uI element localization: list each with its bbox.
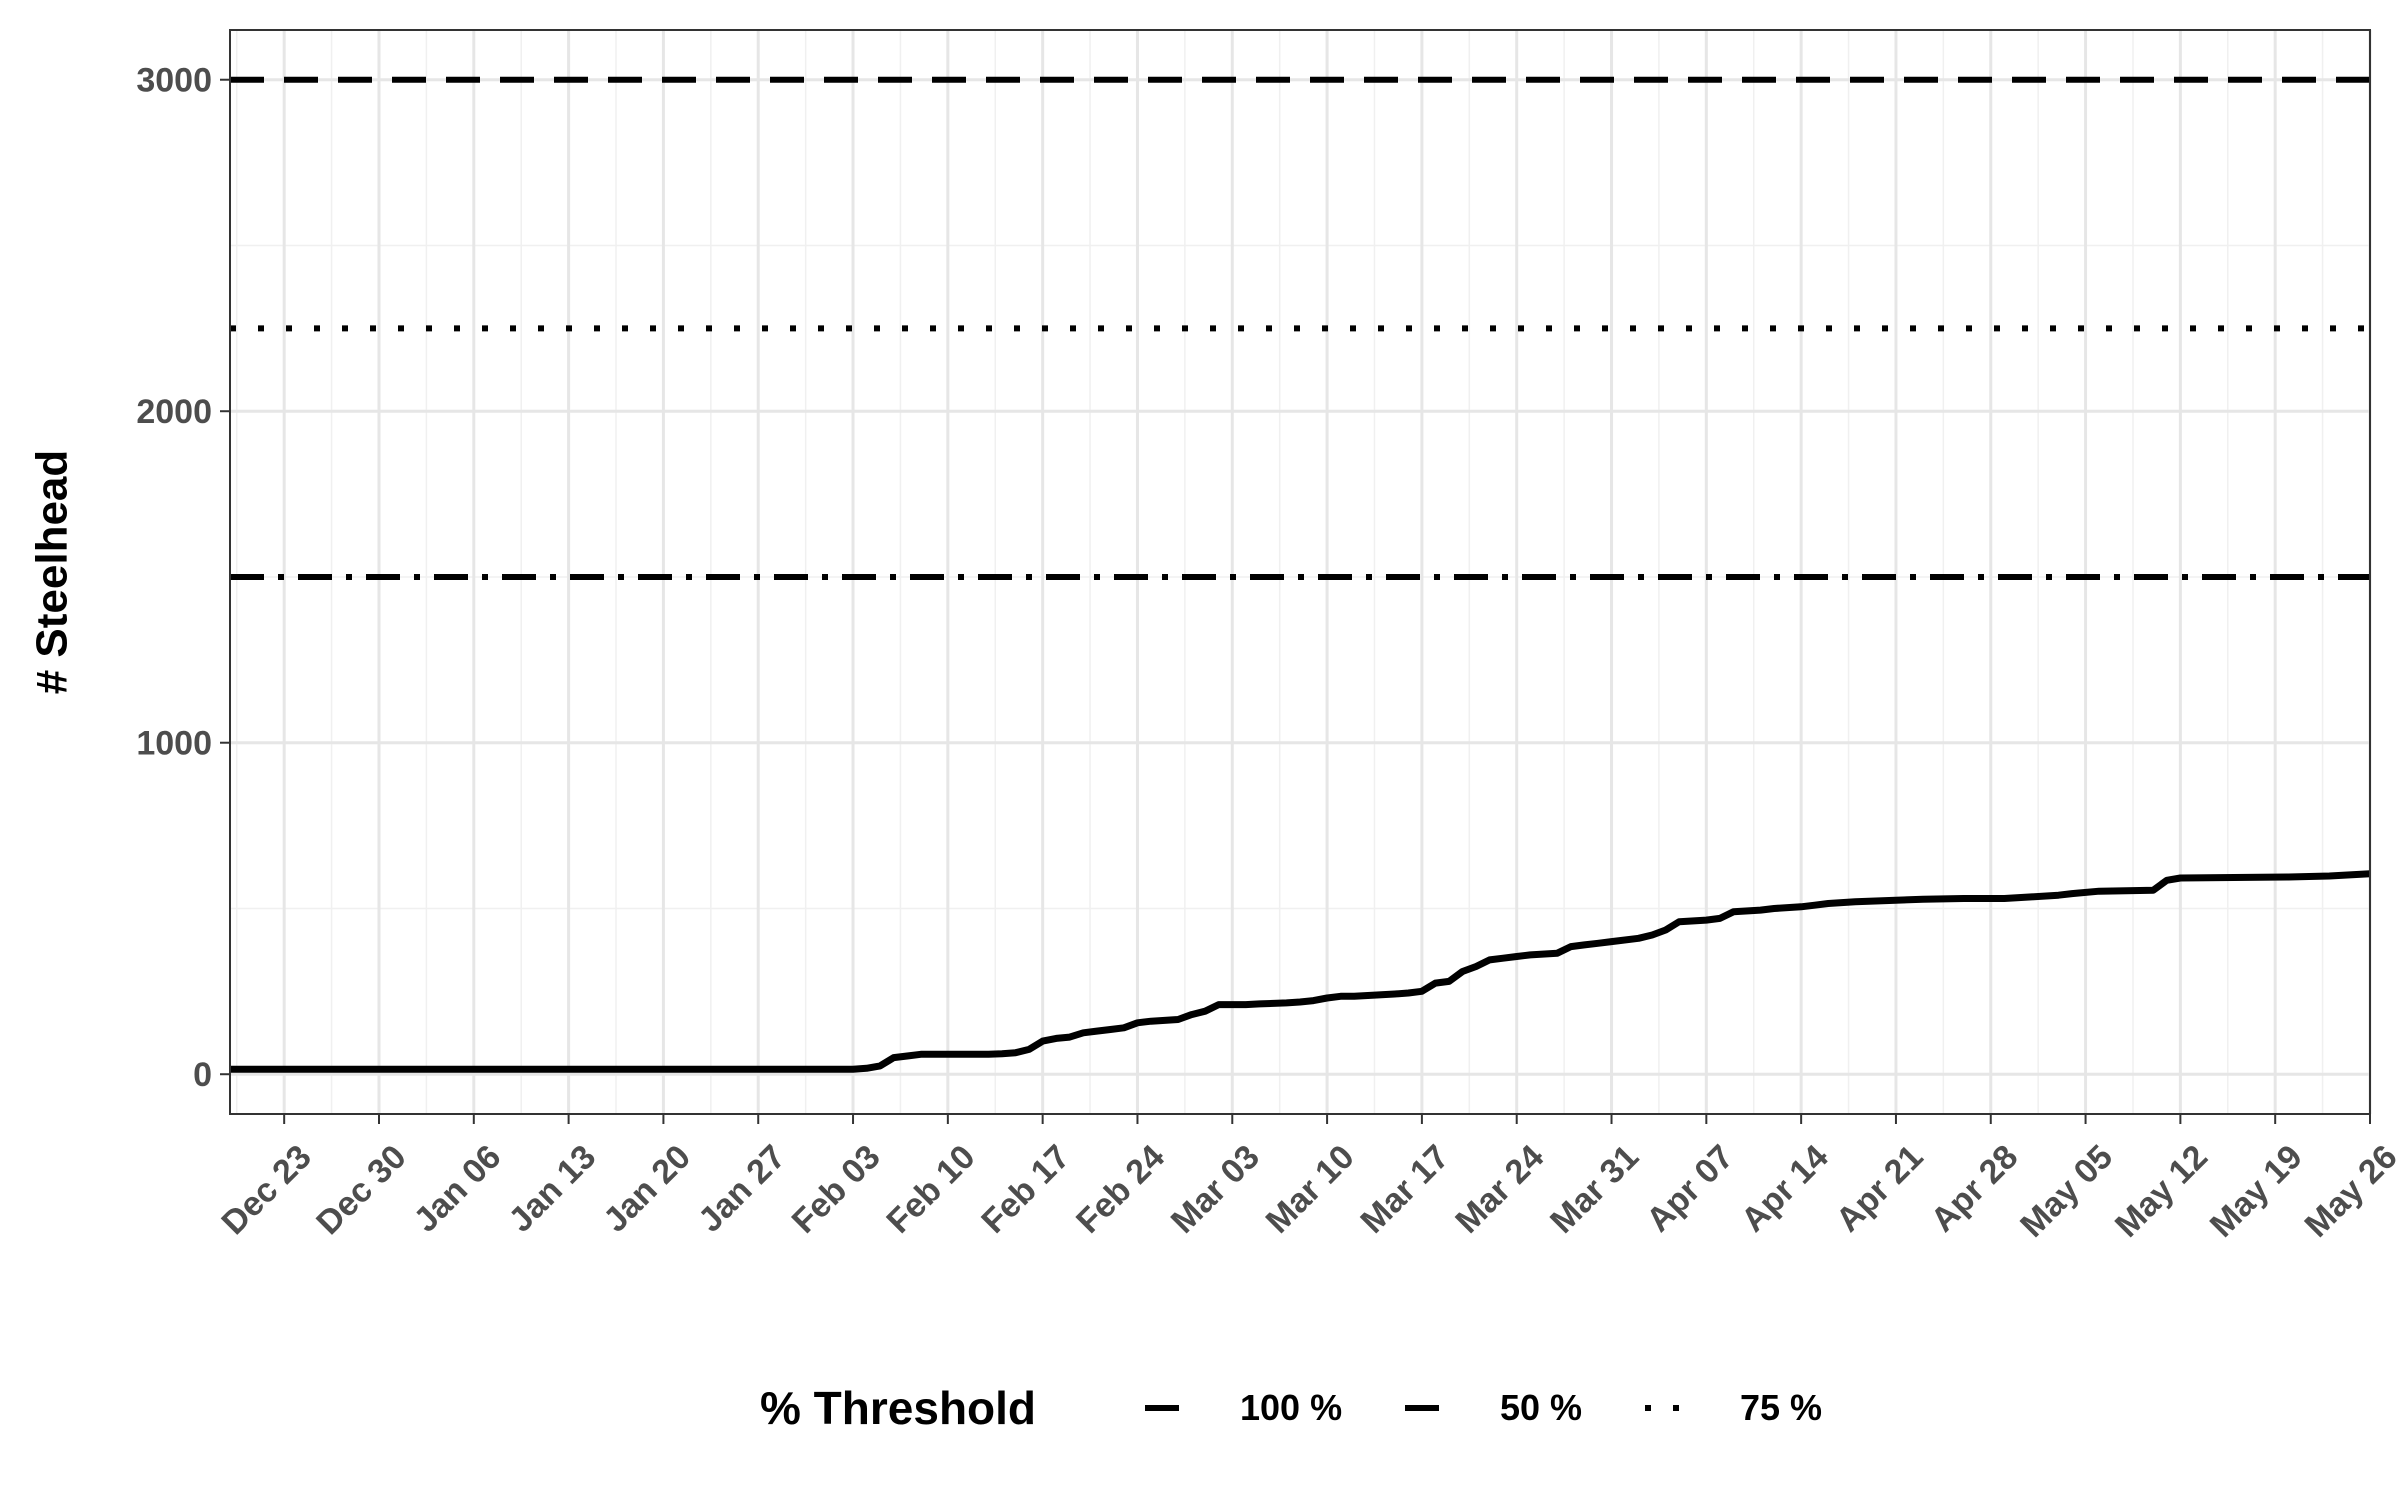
y-tick-label: 0 bbox=[193, 1056, 212, 1094]
y-tick-label: 2000 bbox=[136, 393, 212, 431]
legend-title: % Threshold bbox=[760, 1382, 1036, 1434]
y-tick-label: 3000 bbox=[136, 62, 212, 100]
y-tick-label: 1000 bbox=[136, 725, 212, 763]
series-line-cumulative-count bbox=[230, 870, 2371, 1073]
threshold-reference-lines bbox=[230, 76, 2370, 580]
y-axis-title: # Steelhead bbox=[28, 450, 77, 695]
plot-panel-border bbox=[229, 29, 2371, 1115]
legend-label-75-percent: 75 % bbox=[1740, 1387, 1822, 1428]
legend-label-100-percent: 100 % bbox=[1240, 1387, 1342, 1428]
legend-label-50-percent: 50 % bbox=[1500, 1387, 1582, 1428]
legend: % Threshold 100 % 50 % 75 % bbox=[760, 1382, 1822, 1434]
data-series bbox=[230, 870, 2371, 1073]
